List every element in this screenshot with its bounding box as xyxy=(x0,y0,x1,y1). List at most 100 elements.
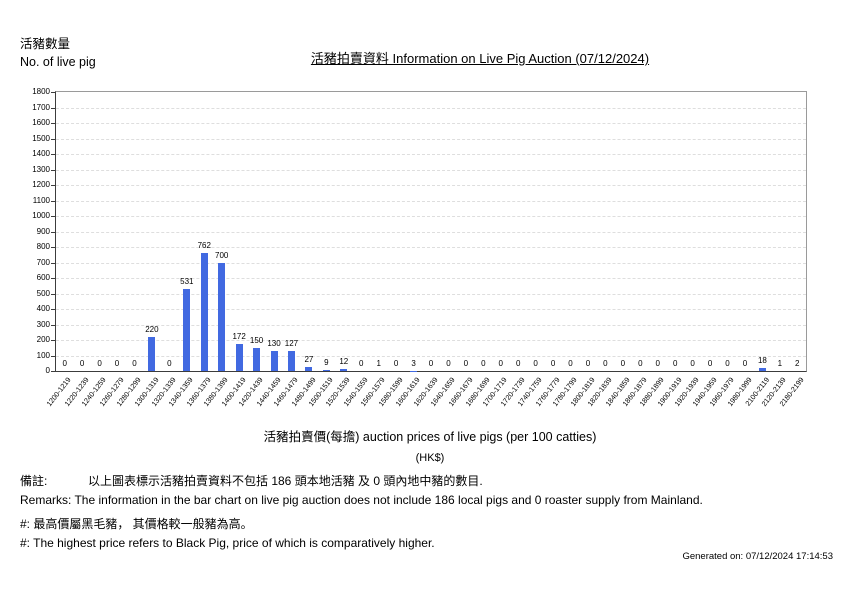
remarks-text-zh: 以上圖表標示活豬拍賣資料不包括 186 頭本地活豬 及 0 頭內地中豬的數目. xyxy=(88,474,483,488)
bar xyxy=(235,344,243,371)
bar-value-label: 18 xyxy=(757,356,767,366)
bar-value-label: 762 xyxy=(197,240,211,250)
remarks-label-en: Remarks: xyxy=(20,493,72,507)
y-axis-tick-label: 200 xyxy=(36,335,50,344)
y-axis-tick-label: 300 xyxy=(36,319,50,329)
y-axis-tick xyxy=(51,309,55,310)
bar-value-label: 0 xyxy=(132,359,137,368)
y-axis-tick-label: 1000 xyxy=(32,211,50,220)
y-axis-tick xyxy=(51,200,55,202)
bar-value-label: 0 xyxy=(79,359,85,368)
bar-value-label: 220 xyxy=(145,324,159,334)
bar xyxy=(340,369,348,371)
y-axis-tick-label: 1600 xyxy=(32,118,50,127)
y-axis-tick-label: 0 xyxy=(45,366,50,375)
y-axis-tick xyxy=(51,169,55,171)
y-axis-tick-label: 1500 xyxy=(32,133,50,143)
bar-value-label: 0 xyxy=(690,359,695,368)
note-en: #: The highest price refers to Black Pig… xyxy=(20,536,435,550)
x-axis-unit-label: (HK$) xyxy=(415,452,445,464)
y-axis-tick xyxy=(51,185,55,186)
gridline xyxy=(56,216,806,217)
gridline xyxy=(56,107,806,109)
y-axis-tick-label: 1700 xyxy=(32,102,50,112)
gridline xyxy=(56,123,806,124)
bar-value-label: 130 xyxy=(267,338,281,348)
y-axis-tick xyxy=(51,231,55,233)
remarks-block: 備註: 以上圖表標示活豬拍賣資料不包括 186 頭本地活豬 及 0 頭內地中豬的數… xyxy=(20,472,703,510)
gridline xyxy=(56,231,806,233)
bar-value-label: 0 xyxy=(707,359,713,368)
y-axis-tick xyxy=(51,293,55,295)
y-axis-tick xyxy=(51,247,55,248)
bar-value-label: 0 xyxy=(446,359,451,368)
bar-value-label: 0 xyxy=(97,359,102,368)
gridline xyxy=(56,154,806,155)
gridline xyxy=(56,309,806,310)
bar-value-label: 1 xyxy=(376,358,381,368)
bar-value-label: 0 xyxy=(533,359,538,368)
bar-value-label: 0 xyxy=(62,359,67,368)
gridline xyxy=(56,138,806,140)
bar xyxy=(758,368,766,371)
y-axis-tick-labels: 0 100 200 300 400 500 600 700 800 900 1000 1100 1200… xyxy=(8,87,50,375)
bar-value-label: 0 xyxy=(358,359,364,368)
y-axis-tick xyxy=(51,340,55,341)
y-axis-caption: 活豬數量 No. of live pig xyxy=(20,35,96,71)
y-axis-tick xyxy=(51,107,55,109)
bar xyxy=(305,366,313,371)
gridline xyxy=(56,247,806,248)
gridline xyxy=(56,200,806,202)
bar xyxy=(322,369,330,371)
bar-value-label: 0 xyxy=(638,359,643,368)
bar-value-label: 0 xyxy=(672,359,678,368)
y-axis-tick-label: 600 xyxy=(36,273,50,282)
x-axis-title: 活豬拍賣價(每擔) auction prices of live pigs (p… xyxy=(263,430,597,444)
y-axis-tick-label: 900 xyxy=(36,226,50,236)
y-axis-tick xyxy=(51,123,55,124)
remarks-line-en: Remarks: The information in the bar char… xyxy=(20,491,703,510)
y-axis-tick xyxy=(51,154,55,155)
gridline xyxy=(56,185,806,186)
bar-value-label: 0 xyxy=(550,359,556,368)
y-axis-tick xyxy=(51,262,55,264)
bar-value-label: 0 xyxy=(585,359,591,368)
gridline xyxy=(56,169,806,171)
y-axis-tick-label: 500 xyxy=(36,288,50,298)
bar xyxy=(148,336,156,371)
bar xyxy=(270,350,278,371)
bar-value-label: 0 xyxy=(725,359,730,368)
bar-value-label: 0 xyxy=(428,359,434,368)
remarks-text-en: The information in the bar chart on live… xyxy=(74,493,703,507)
y-axis-caption-zh: 活豬數量 xyxy=(20,37,71,51)
bar xyxy=(287,351,295,371)
gridline xyxy=(56,324,806,326)
bar-value-label: 150 xyxy=(249,335,264,345)
bar-value-label: 0 xyxy=(603,359,608,368)
y-axis-tick-label: 1100 xyxy=(32,195,50,205)
y-axis-tick-label: 1800 xyxy=(32,87,50,96)
gridline xyxy=(56,355,806,357)
bar-value-label: 0 xyxy=(114,359,120,368)
y-axis-tick-label: 700 xyxy=(36,257,50,267)
bar-value-label: 0 xyxy=(498,359,503,368)
y-axis-tick xyxy=(51,324,55,326)
bar-value-label: 172 xyxy=(232,332,246,342)
gridline xyxy=(56,340,806,341)
bar xyxy=(253,347,261,371)
remarks-line-zh: 備註: 以上圖表標示活豬拍賣資料不包括 186 頭本地活豬 及 0 頭內地中豬的數… xyxy=(20,472,703,491)
bar xyxy=(200,252,208,371)
y-axis-tick-label: 100 xyxy=(36,350,50,360)
y-axis-tick-label: 1400 xyxy=(32,149,50,158)
note-zh: #: 最高價屬黑毛豬， 其價格較一般豬為高。 xyxy=(20,517,253,531)
bar-value-label: 2 xyxy=(795,358,800,368)
bar-value-label: 700 xyxy=(215,250,229,260)
bar-value-label: 0 xyxy=(620,359,626,368)
bar-value-label: 0 xyxy=(742,359,748,368)
bar-value-label: 0 xyxy=(463,359,469,368)
bar-value-label: 9 xyxy=(324,357,329,367)
bar-value-label: 0 xyxy=(167,359,172,368)
bar-value-label: 0 xyxy=(481,359,486,368)
chart-plot-area: 0 1200-1219 0 1220-1239 0 1240-1259 0 1260-1279… xyxy=(45,91,807,408)
